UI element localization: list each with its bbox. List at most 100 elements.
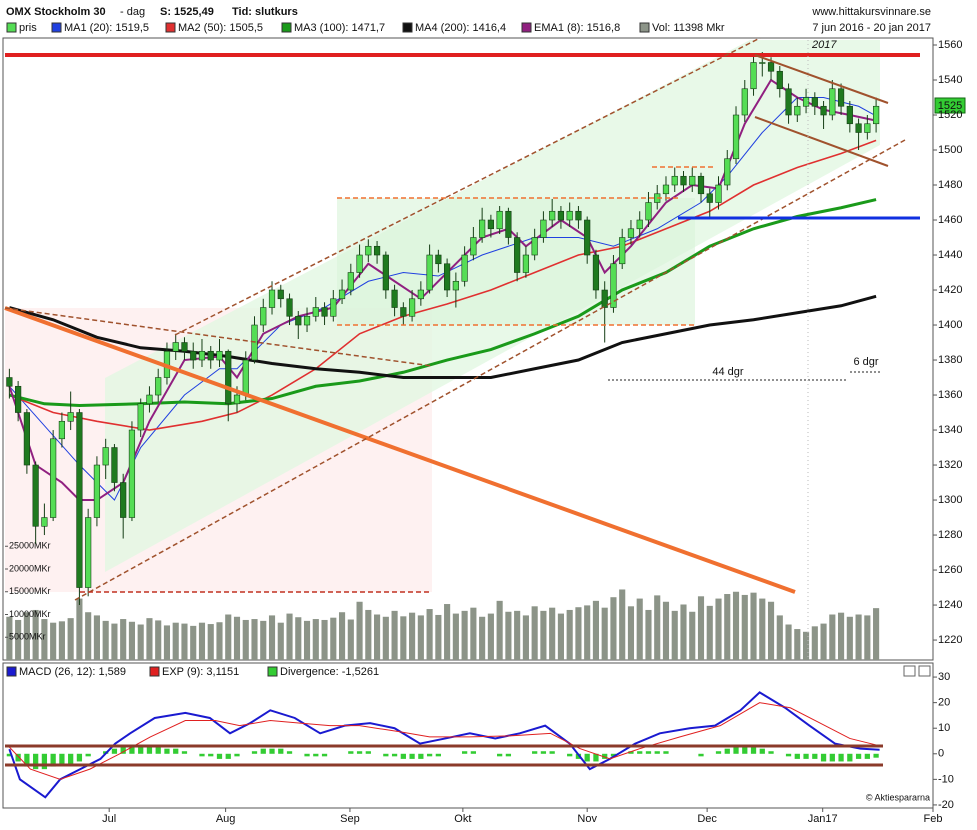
divergence-bar: [24, 753, 30, 767]
candle-body: [400, 307, 407, 317]
volume-bar: [41, 619, 48, 660]
divergence-bar: [540, 751, 547, 754]
legend-swatch: [6, 22, 17, 33]
candle-body: [601, 289, 608, 308]
divergence-bar: [6, 753, 13, 757]
divergence-bar: [173, 748, 179, 754]
volume-bar: [575, 607, 582, 660]
y-tick-label: 1300: [938, 494, 962, 506]
legend-swatch: [521, 22, 532, 33]
x-tick-label: Dec: [697, 813, 717, 825]
volume-bar: [505, 611, 512, 660]
channel-line: [174, 37, 761, 336]
volume-bar: [855, 614, 862, 660]
divergence-bar: [724, 748, 730, 754]
divergence-bar: [637, 751, 643, 754]
volume-bar: [356, 601, 363, 660]
candle-body: [216, 350, 223, 361]
divergence-bar: [286, 751, 293, 754]
divergence-bar: [750, 746, 757, 754]
candle-body: [15, 385, 22, 413]
x-tick-label: Sep: [340, 813, 360, 825]
y-tick-label: 1360: [938, 389, 962, 401]
candle-body: [295, 315, 302, 326]
volume-bar: [58, 621, 65, 660]
y-tick-label: 1540: [938, 74, 962, 86]
divergence-bar: [759, 748, 765, 754]
legend-swatch: [267, 666, 278, 677]
volume-bar: [522, 615, 529, 660]
candle-body: [680, 175, 687, 186]
divergence-bar: [575, 753, 582, 759]
candle-body: [610, 263, 617, 308]
volume-bar: [592, 600, 600, 660]
volume-bar: [557, 613, 564, 660]
candle-body: [321, 307, 328, 317]
volume-bar: [549, 607, 556, 660]
divergence-bar: [409, 753, 415, 759]
y-tick-label: 20: [938, 697, 950, 709]
divergence-bar: [199, 753, 205, 757]
volume-bar: [137, 624, 144, 660]
volume-bar: [365, 609, 372, 660]
divergence-bar: [111, 748, 118, 754]
line: [8, 691, 880, 799]
candle-body: [715, 184, 722, 203]
candle-body: [233, 394, 241, 405]
candle-body: [645, 202, 652, 221]
y-tick-label: 1440: [938, 249, 962, 261]
volume-bar: [610, 597, 617, 660]
volume-bar: [654, 595, 661, 660]
candle-body: [619, 237, 626, 265]
candle-body: [557, 210, 565, 221]
volume-bar: [531, 606, 538, 660]
legend-label: pris: [19, 22, 37, 34]
volume-bar: [566, 609, 573, 660]
divergence-bar: [216, 753, 223, 759]
y-tick-label: 1320: [938, 459, 962, 471]
candle-body: [172, 342, 179, 352]
period: - dag: [120, 6, 145, 18]
candles: [6, 52, 880, 606]
channel-line: [754, 54, 889, 104]
candle-body: [829, 88, 836, 116]
candle-body: [575, 210, 582, 221]
legend-label: EXP (9): 3,1151: [162, 666, 239, 678]
macd-panel: [2, 662, 934, 809]
candle-body: [435, 254, 442, 265]
x-tick-label: Okt: [454, 813, 471, 825]
volume-bar: [198, 622, 206, 660]
divergence-bar: [794, 753, 800, 759]
year-label: 2017: [811, 39, 837, 51]
volume-bar: [409, 612, 416, 660]
volume-bar: [452, 613, 459, 660]
y-tick-label: 1500: [938, 144, 962, 156]
price-tag-label: 1525: [938, 100, 962, 112]
candle-body: [750, 62, 757, 90]
x-tick-label: Feb: [924, 813, 943, 825]
divergence-bar: [873, 753, 879, 758]
candle-body: [627, 228, 635, 238]
candle-body: [820, 105, 827, 116]
candle-body: [330, 298, 337, 317]
y-tick-label: 1460: [938, 214, 962, 226]
candle-body: [32, 464, 39, 527]
legend-label: MA1 (20): 1519,5: [64, 22, 149, 34]
candle-body: [776, 70, 783, 90]
zoom-button[interactable]: [903, 665, 916, 677]
divergence-bar: [33, 753, 39, 770]
volume-tick-label: 20000MKr: [9, 563, 51, 573]
candle-body: [41, 517, 48, 527]
volume-bar: [461, 610, 468, 660]
divergence-bar: [129, 746, 135, 754]
volume-tick-label: 15000MKr: [9, 586, 51, 596]
y-tick-label: 1280: [938, 529, 962, 541]
divergence-bar: [838, 753, 844, 762]
close-button[interactable]: [918, 665, 931, 677]
volume-bar: [697, 596, 705, 660]
volume-bar: [435, 614, 442, 660]
volume-bar: [128, 621, 136, 660]
candle-body: [198, 350, 206, 361]
volume-bar: [584, 605, 591, 660]
volume-bar: [374, 614, 381, 660]
